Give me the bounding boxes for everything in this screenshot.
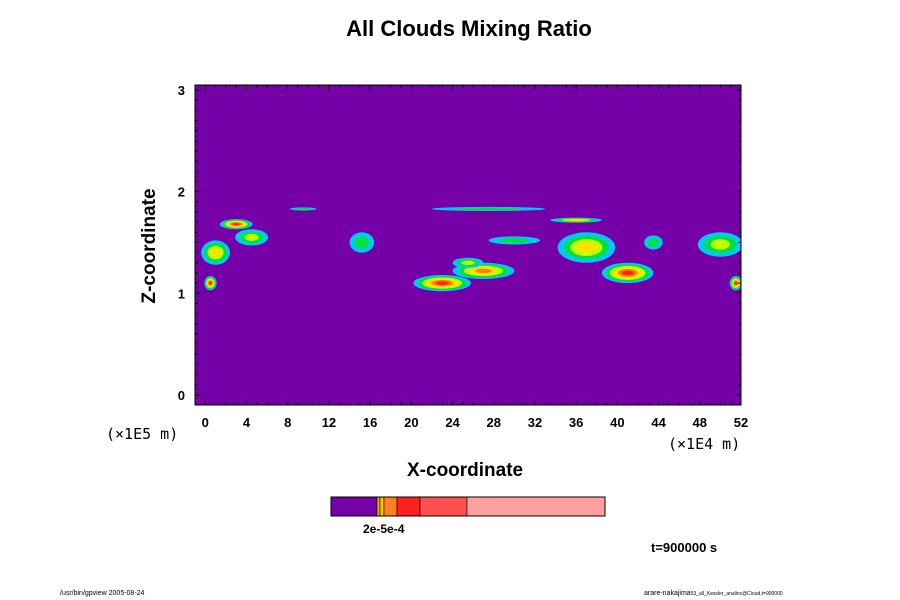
cloud-patch-5-layer-5 [435,281,449,285]
colorbar-segment-3 [383,496,398,517]
cloud-patch-8-layer-1 [498,237,530,243]
cloud-patch-15-layer-1 [454,207,523,211]
x-tick-label-44: 44 [651,415,666,430]
x-tick-label-20: 20 [404,415,418,430]
cloud-patch-3-layer-5 [209,281,212,285]
x-tick-label-24: 24 [445,415,460,430]
cloud-patch-9-layer-3 [567,219,585,222]
y-axis-unit: (×1E5 m) [106,425,178,443]
footer-source: arare-nakajima53_all_Kessler_analinc@Clo… [644,590,783,597]
x-tick-label-48: 48 [693,415,707,430]
cloud-patch-16-layer-1 [295,207,312,210]
cloud-patch-13-layer-2 [710,239,731,250]
colorbar-label: 2e-5e-4 [363,522,405,536]
cloud-patch-6-layer-4 [475,268,492,274]
chart-title: All Clouds Mixing Ratio [346,16,592,41]
x-tick-label-12: 12 [322,415,336,430]
colorbar-frame [330,496,606,517]
colorbar-segment-1 [376,496,381,517]
cloud-layer [201,206,741,292]
cloud-patch-0-layer-5 [232,223,241,226]
footer-command: /usr/bin/gpview 2005-08-24 [60,590,145,597]
x-axis-unit: (×1E4 m) [668,435,740,453]
x-axis-label: X-coordinate [407,460,524,481]
x-tick-label-0: 0 [202,415,209,430]
colorbar-segment-2 [379,496,385,517]
y-tick-label-2: 2 [178,185,185,200]
colorbar-segment-0 [330,496,378,517]
footer-file: 53_all_Kessler_analinc@Cloud,t=900000 [690,591,783,597]
x-tick-label-52: 52 [734,415,748,430]
cloud-patch-2-layer-2 [244,233,259,241]
cloud-patch-7-layer-2 [461,260,475,265]
plot-frame [194,84,742,406]
time-label: t=900000 s [651,540,718,555]
y-tick-label-3: 3 [178,83,185,98]
cloud-patch-1-layer-3 [210,248,221,257]
x-tick-label-8: 8 [284,415,291,430]
y-tick-label-1: 1 [178,286,185,301]
cloud-patch-11-layer-5 [621,270,634,276]
x-tick-label-32: 32 [528,415,542,430]
y-tick-label-0: 0 [178,388,185,403]
cloud-patch-4-layer-1 [354,236,370,249]
cloud-patch-14-layer-5 [734,281,738,285]
y-axis-label: Z-coordinate [139,188,160,304]
footer-author: arare-nakajima [644,590,691,597]
cloud-patch-10-layer-3 [576,242,597,253]
x-tick-label-4: 4 [243,415,251,430]
colorbar-segment-4 [396,496,421,517]
x-tick-label-40: 40 [610,415,624,430]
colorbar-segment-6 [466,496,606,517]
x-tick-label-36: 36 [569,415,583,430]
colorbar-segment-5 [419,496,468,517]
cloud-patch-12-layer-1 [647,238,659,247]
x-tick-label-16: 16 [363,415,377,430]
x-tick-label-28: 28 [487,415,501,430]
